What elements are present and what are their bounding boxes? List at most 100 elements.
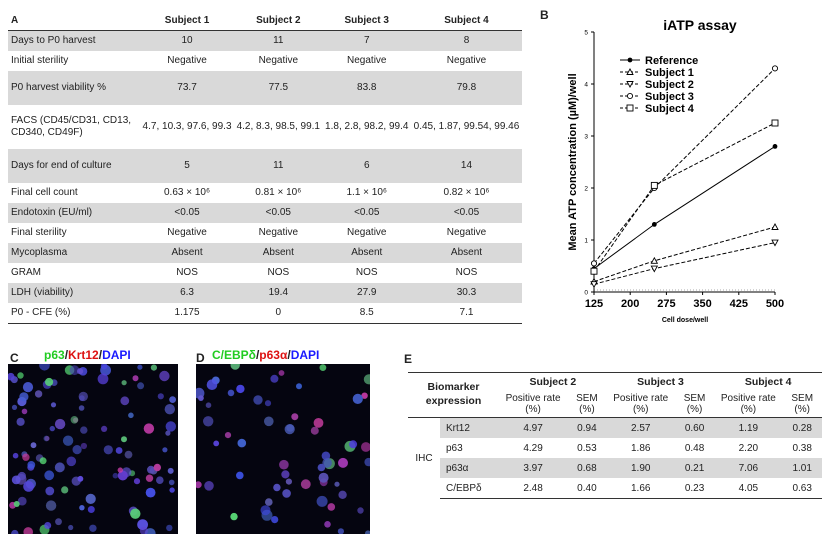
row-label: P0 harvest viability % — [8, 71, 140, 105]
cell-nucleus — [77, 368, 84, 375]
cell-nucleus — [78, 391, 89, 402]
y-tick-label: 3 — [584, 134, 588, 141]
y-axis-label: Mean ATP concentration (µM)/well — [567, 73, 579, 250]
cell-nucleus — [121, 380, 127, 386]
row-label: Final cell count — [11, 186, 78, 198]
stain-label-green: p63 — [44, 348, 65, 362]
biomarker-expression-table: Biomarker expression Subject 2 Subject 3… — [408, 372, 822, 499]
cell-nucleus — [87, 506, 95, 513]
column-subheader: SEM (%) — [674, 391, 715, 418]
table-row: p63α 3.97 0.68 1.90 0.21 7.06 1.01 — [408, 458, 822, 478]
cell-nucleus — [162, 447, 168, 453]
cell-nucleus — [165, 430, 171, 436]
cell-nucleus — [112, 472, 119, 479]
column-subheader: SEM (%) — [782, 391, 822, 418]
table-cell: 4.29 — [523, 442, 543, 454]
cell-nucleus — [54, 462, 65, 473]
table-cell: Negative — [446, 54, 487, 66]
cell-nucleus — [11, 404, 18, 410]
cell-nucleus — [230, 364, 240, 370]
cell-nucleus — [156, 476, 164, 484]
cell-nucleus — [27, 461, 36, 469]
cell-nucleus — [310, 426, 319, 435]
table-cell: NOS — [267, 266, 290, 278]
table-cell: 14 — [410, 149, 522, 183]
cell-nucleus — [13, 501, 20, 507]
table-cell: 0.45, 1.87, 99.54, 99.46 — [413, 120, 520, 132]
cell-nucleus — [317, 463, 326, 472]
panel-label-d: D — [196, 351, 205, 365]
cell-nucleus — [19, 392, 29, 402]
row-label: Days to P0 harvest — [8, 30, 140, 51]
cell-nucleus — [49, 425, 55, 432]
cell-nucleus — [282, 489, 291, 498]
table-cell: <0.05 — [140, 203, 235, 223]
fluorescence-image — [8, 364, 177, 534]
cell-nucleus — [8, 372, 15, 381]
cell-nucleus — [300, 479, 311, 490]
cell-nucleus — [103, 445, 113, 455]
table-cell: 1.8, 2.8, 98.2, 99.4 — [325, 120, 409, 132]
panel-c-stain-title: p63/Krt12/DAPI — [44, 348, 131, 362]
cell-nucleus — [213, 440, 220, 447]
table-cell: 11 — [234, 149, 323, 183]
cell-nucleus — [17, 496, 27, 506]
fluorescence-image — [196, 364, 370, 534]
table-cell: 4.97 — [499, 417, 568, 438]
cell-nucleus — [338, 457, 348, 468]
legend-marker-subject-3 — [626, 92, 634, 100]
cell-nucleus — [316, 495, 328, 507]
cell-nucleus — [30, 442, 37, 449]
table-row: LDH (viability) 6.3 19.4 27.9 30.3 — [8, 283, 522, 303]
table-row: Mycoplasma Absent Absent Absent Absent — [8, 243, 522, 263]
stain-label-red: p63α — [259, 348, 288, 362]
data-point-subject-1 — [771, 223, 779, 230]
table-subheader-row: Positive rate (%) SEM (%) Positive rate … — [408, 391, 822, 418]
cell-nucleus — [157, 393, 164, 400]
cell-nucleus — [334, 481, 340, 487]
cell-nucleus — [205, 402, 212, 408]
data-point-subject-2 — [771, 239, 779, 247]
cell-nucleus — [147, 465, 155, 474]
cell-nucleus — [22, 382, 34, 393]
table-header-row: Biomarker expression Subject 2 Subject 3… — [408, 372, 822, 418]
legend-label-subject-2: Subject 2 — [645, 79, 694, 91]
panel-label-a: A — [8, 10, 140, 31]
column-header: Subject 3 — [322, 10, 411, 31]
row-label: Final sterility — [11, 226, 67, 238]
x-tick-label: 275 — [657, 298, 675, 310]
table-cell: 0.28 — [782, 417, 822, 438]
cell-nucleus — [227, 389, 235, 397]
cell-nucleus — [164, 404, 175, 415]
column-header: Subject 2 — [234, 10, 323, 31]
chart-title: iATP assay — [663, 17, 737, 33]
column-header: Subject 4 — [410, 10, 522, 31]
cell-nucleus — [253, 395, 263, 405]
table-row: Final cell count 0.63 × 10⁶ 0.81 × 10⁶ 1.1 … — [8, 183, 522, 203]
y-tick-label: 4 — [584, 82, 588, 89]
cell-nucleus — [44, 470, 55, 481]
table-header-row: A Subject 1 Subject 2 Subject 3 Subject … — [8, 10, 522, 31]
cell-nucleus — [279, 459, 289, 470]
cell-nucleus — [313, 418, 324, 428]
cell-nucleus — [16, 417, 25, 426]
table-cell: 77.5 — [234, 71, 323, 105]
cell-nucleus — [198, 395, 204, 401]
table-cell: 0.21 — [674, 458, 715, 478]
cell-nucleus — [124, 450, 133, 459]
cell-nucleus — [322, 458, 332, 468]
cell-nucleus — [168, 479, 175, 486]
cell-nucleus — [17, 372, 24, 379]
stain-label-red: Krt12 — [68, 348, 99, 362]
cell-nucleus — [337, 528, 344, 534]
cell-nucleus — [137, 364, 143, 370]
table-cell: 1.66 — [606, 478, 675, 499]
table-cell: 1.90 — [606, 458, 675, 478]
table-row: p63 4.29 0.53 1.86 0.48 2.20 0.38 — [408, 438, 822, 458]
table-cell: 4.7, 10.3, 97.6, 99.3 — [142, 120, 232, 132]
cell-nucleus — [22, 453, 30, 461]
cell-nucleus — [264, 416, 274, 427]
cell-nucleus — [43, 435, 50, 442]
header-biomarker-expression: Biomarker expression — [408, 372, 500, 418]
x-tick-label: 425 — [730, 298, 748, 310]
